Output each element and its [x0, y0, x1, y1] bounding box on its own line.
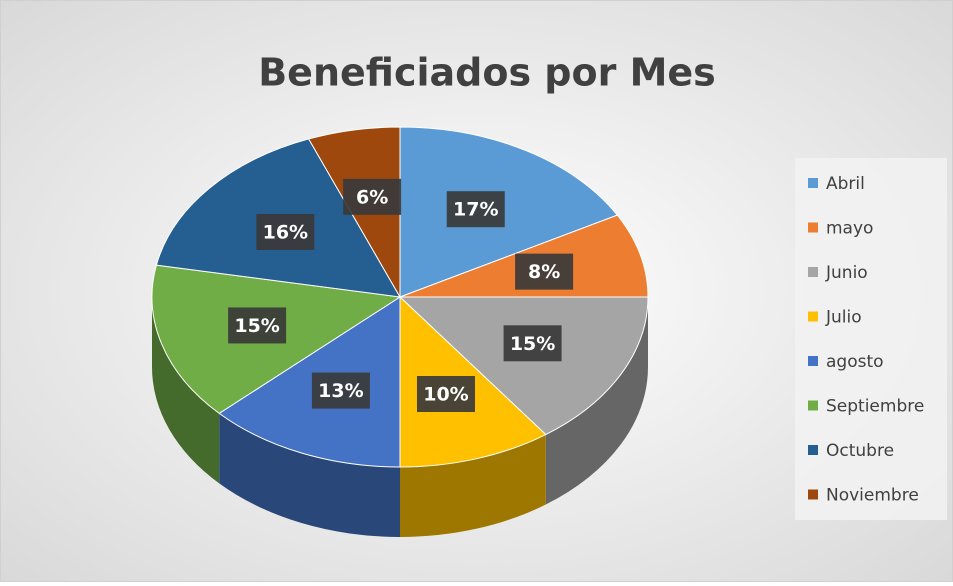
data-label-box	[343, 178, 402, 215]
data-label-box	[503, 325, 562, 362]
slice-side	[152, 297, 220, 484]
data-label-box	[515, 253, 574, 290]
legend-swatch	[808, 178, 818, 188]
pie-tops	[151, 126, 649, 468]
data-labels: 17% 8% 15% 10% 13% 15% 16% 6%	[228, 178, 574, 413]
legend-swatch	[808, 311, 818, 322]
data-label: 17%	[453, 199, 498, 221]
data-label-box	[311, 372, 370, 409]
legend-swatch	[808, 489, 818, 500]
slice	[398, 296, 649, 436]
legend-swatch	[808, 267, 818, 277]
data-label-box	[256, 213, 315, 250]
legend-label: Julio	[825, 308, 862, 328]
chart-title: Beneficiados por Mes	[258, 51, 716, 95]
legend-label: Octubre	[826, 441, 894, 461]
data-label-box	[228, 307, 287, 344]
legend-swatch	[808, 445, 818, 455]
legend-swatch	[808, 356, 818, 366]
slice-side	[400, 434, 546, 537]
legend-label: mayo	[826, 219, 873, 239]
slice	[399, 126, 619, 298]
slice	[218, 296, 401, 468]
data-label-box	[446, 191, 505, 228]
legend-label: Junio	[825, 263, 868, 283]
legend-label: Abril	[826, 174, 865, 194]
data-label: 15%	[510, 333, 555, 355]
legend-label: Noviembre	[826, 486, 919, 506]
legend: Abril mayo Junio Julio agosto Septiembre Octub…	[808, 174, 924, 506]
data-label-box	[416, 376, 475, 413]
data-label: 15%	[234, 315, 279, 337]
data-label: 8%	[528, 261, 560, 283]
legend-swatch	[808, 222, 818, 233]
legend-box	[795, 158, 947, 520]
legend-swatch	[808, 400, 818, 411]
data-label: 6%	[356, 186, 388, 208]
slice-side	[219, 413, 400, 537]
data-label: 13%	[318, 380, 363, 402]
legend-label: Septiembre	[826, 397, 924, 417]
data-label: 16%	[263, 221, 308, 243]
data-label: 10%	[423, 384, 468, 406]
legend-label: agosto	[826, 352, 884, 372]
